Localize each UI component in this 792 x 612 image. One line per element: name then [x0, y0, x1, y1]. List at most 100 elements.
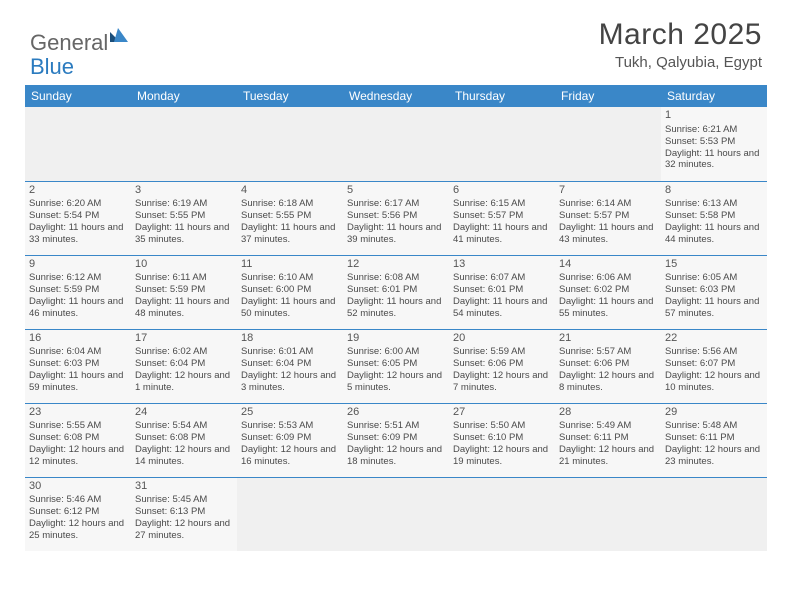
empty-cell — [555, 107, 661, 181]
day-number: 26 — [347, 406, 445, 420]
day-number: 27 — [453, 406, 551, 420]
empty-cell — [237, 477, 343, 551]
daylight-line: Daylight: 12 hours and 19 minutes. — [453, 444, 551, 468]
sunrise-line: Sunrise: 6:20 AM — [29, 198, 127, 210]
sunrise-line: Sunrise: 6:15 AM — [453, 198, 551, 210]
sunrise-line: Sunrise: 6:06 AM — [559, 272, 657, 284]
flag-icon — [110, 26, 136, 52]
day-number: 5 — [347, 184, 445, 198]
day-number: 8 — [665, 184, 763, 198]
daylight-line: Daylight: 11 hours and 39 minutes. — [347, 222, 445, 246]
day-number: 17 — [135, 332, 233, 346]
day-number: 25 — [241, 406, 339, 420]
day-header-thursday: Thursday — [449, 85, 555, 107]
day-header-tuesday: Tuesday — [237, 85, 343, 107]
month-title: March 2025 — [599, 18, 762, 52]
sunrise-line: Sunrise: 5:50 AM — [453, 420, 551, 432]
sunrise-line: Sunrise: 6:13 AM — [665, 198, 763, 210]
sunset-line: Sunset: 6:02 PM — [559, 284, 657, 296]
sunrise-line: Sunrise: 5:53 AM — [241, 420, 339, 432]
sunset-line: Sunset: 6:01 PM — [347, 284, 445, 296]
sunset-line: Sunset: 6:08 PM — [29, 432, 127, 444]
daylight-line: Daylight: 12 hours and 8 minutes. — [559, 370, 657, 394]
day-cell: 5Sunrise: 6:17 AMSunset: 5:56 PMDaylight… — [343, 181, 449, 255]
sunset-line: Sunset: 6:04 PM — [241, 358, 339, 370]
sunset-line: Sunset: 6:05 PM — [347, 358, 445, 370]
sunset-line: Sunset: 5:54 PM — [29, 210, 127, 222]
day-cell: 22Sunrise: 5:56 AMSunset: 6:07 PMDayligh… — [661, 329, 767, 403]
sunrise-line: Sunrise: 5:45 AM — [135, 494, 233, 506]
daylight-line: Daylight: 12 hours and 5 minutes. — [347, 370, 445, 394]
sunrise-line: Sunrise: 6:00 AM — [347, 346, 445, 358]
day-cell: 27Sunrise: 5:50 AMSunset: 6:10 PMDayligh… — [449, 403, 555, 477]
sunrise-line: Sunrise: 6:04 AM — [29, 346, 127, 358]
week-row: 9Sunrise: 6:12 AMSunset: 5:59 PMDaylight… — [25, 255, 767, 329]
day-cell: 7Sunrise: 6:14 AMSunset: 5:57 PMDaylight… — [555, 181, 661, 255]
daylight-line: Daylight: 11 hours and 55 minutes. — [559, 296, 657, 320]
sunset-line: Sunset: 6:01 PM — [453, 284, 551, 296]
week-row: 1Sunrise: 6:21 AMSunset: 5:53 PMDaylight… — [25, 107, 767, 181]
day-number: 4 — [241, 184, 339, 198]
sunrise-line: Sunrise: 6:17 AM — [347, 198, 445, 210]
day-number: 3 — [135, 184, 233, 198]
daylight-line: Daylight: 11 hours and 46 minutes. — [29, 296, 127, 320]
sunset-line: Sunset: 5:57 PM — [453, 210, 551, 222]
daylight-line: Daylight: 11 hours and 54 minutes. — [453, 296, 551, 320]
day-cell: 11Sunrise: 6:10 AMSunset: 6:00 PMDayligh… — [237, 255, 343, 329]
day-header-sunday: Sunday — [25, 85, 131, 107]
sunrise-line: Sunrise: 6:07 AM — [453, 272, 551, 284]
day-cell: 15Sunrise: 6:05 AMSunset: 6:03 PMDayligh… — [661, 255, 767, 329]
empty-cell — [131, 107, 237, 181]
day-number: 9 — [29, 258, 127, 272]
sunrise-line: Sunrise: 5:59 AM — [453, 346, 551, 358]
day-cell: 26Sunrise: 5:51 AMSunset: 6:09 PMDayligh… — [343, 403, 449, 477]
calendar-body: 1Sunrise: 6:21 AMSunset: 5:53 PMDaylight… — [25, 107, 767, 551]
daylight-line: Daylight: 11 hours and 41 minutes. — [453, 222, 551, 246]
day-cell: 1Sunrise: 6:21 AMSunset: 5:53 PMDaylight… — [661, 107, 767, 181]
sunrise-line: Sunrise: 6:19 AM — [135, 198, 233, 210]
day-number: 31 — [135, 480, 233, 494]
empty-cell — [555, 477, 661, 551]
day-number: 15 — [665, 258, 763, 272]
daylight-line: Daylight: 12 hours and 27 minutes. — [135, 518, 233, 542]
day-cell: 4Sunrise: 6:18 AMSunset: 5:55 PMDaylight… — [237, 181, 343, 255]
sunset-line: Sunset: 5:56 PM — [347, 210, 445, 222]
week-row: 23Sunrise: 5:55 AMSunset: 6:08 PMDayligh… — [25, 403, 767, 477]
sunrise-line: Sunrise: 5:49 AM — [559, 420, 657, 432]
daylight-line: Daylight: 12 hours and 3 minutes. — [241, 370, 339, 394]
day-number: 23 — [29, 406, 127, 420]
sunset-line: Sunset: 6:09 PM — [347, 432, 445, 444]
empty-cell — [449, 477, 555, 551]
daylight-line: Daylight: 11 hours and 48 minutes. — [135, 296, 233, 320]
sunset-line: Sunset: 6:04 PM — [135, 358, 233, 370]
empty-cell — [449, 107, 555, 181]
daylight-line: Daylight: 12 hours and 1 minute. — [135, 370, 233, 394]
daylight-line: Daylight: 11 hours and 44 minutes. — [665, 222, 763, 246]
daylight-line: Daylight: 12 hours and 25 minutes. — [29, 518, 127, 542]
day-number: 28 — [559, 406, 657, 420]
brand-part2: Blue — [30, 54, 74, 79]
daylight-line: Daylight: 11 hours and 50 minutes. — [241, 296, 339, 320]
sunrise-line: Sunrise: 5:55 AM — [29, 420, 127, 432]
day-cell: 9Sunrise: 6:12 AMSunset: 5:59 PMDaylight… — [25, 255, 131, 329]
day-cell: 20Sunrise: 5:59 AMSunset: 6:06 PMDayligh… — [449, 329, 555, 403]
sunset-line: Sunset: 6:00 PM — [241, 284, 339, 296]
daylight-line: Daylight: 11 hours and 37 minutes. — [241, 222, 339, 246]
week-row: 30Sunrise: 5:46 AMSunset: 6:12 PMDayligh… — [25, 477, 767, 551]
day-number: 2 — [29, 184, 127, 198]
daylight-line: Daylight: 12 hours and 7 minutes. — [453, 370, 551, 394]
daylight-line: Daylight: 12 hours and 16 minutes. — [241, 444, 339, 468]
sunrise-line: Sunrise: 5:56 AM — [665, 346, 763, 358]
day-number: 16 — [29, 332, 127, 346]
empty-cell — [25, 107, 131, 181]
day-cell: 24Sunrise: 5:54 AMSunset: 6:08 PMDayligh… — [131, 403, 237, 477]
day-number: 20 — [453, 332, 551, 346]
daylight-line: Daylight: 12 hours and 12 minutes. — [29, 444, 127, 468]
sunset-line: Sunset: 5:57 PM — [559, 210, 657, 222]
day-number: 24 — [135, 406, 233, 420]
sunrise-line: Sunrise: 5:54 AM — [135, 420, 233, 432]
day-cell: 12Sunrise: 6:08 AMSunset: 6:01 PMDayligh… — [343, 255, 449, 329]
day-number: 7 — [559, 184, 657, 198]
sunset-line: Sunset: 6:12 PM — [29, 506, 127, 518]
day-number: 13 — [453, 258, 551, 272]
